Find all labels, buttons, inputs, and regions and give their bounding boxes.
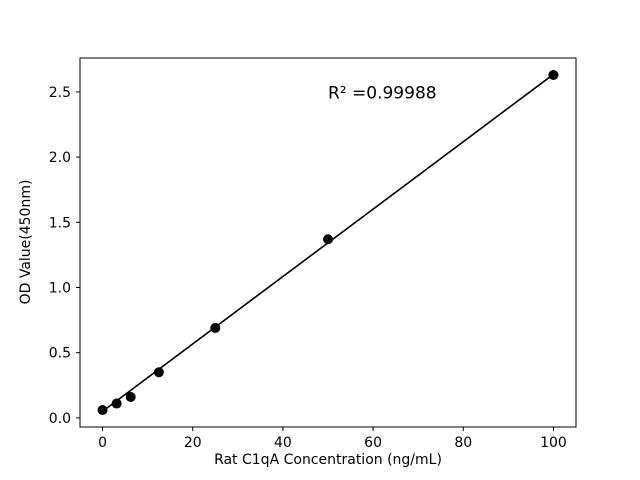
data-point [548,69,559,80]
y-tick-label: 1.0 [49,280,71,296]
y-tick-label: 2.5 [49,85,71,101]
y-axis-label: OD Value(450nm) [18,180,34,305]
x-tick-label: 100 [540,435,567,451]
data-point [125,392,136,403]
y-tick-label: 0.5 [49,346,71,362]
x-tick-label: 80 [454,435,472,451]
y-tick-label: 1.5 [49,215,71,231]
plot-border [79,57,577,428]
y-tick-label: 2.0 [49,150,71,166]
y-tick-label: 0.0 [49,411,71,427]
plot-area: 0 20 40 60 80 100 0.0 0.5 1.0 1.5 2.0 2.5 [49,57,577,451]
data-point [153,367,164,378]
x-tick-label: 40 [274,435,292,451]
data-point [210,322,221,333]
data-point [323,234,333,245]
x-axis-label: Rat C1qA Concentration (ng/mL) [214,452,442,468]
x-tick-label: 60 [364,435,382,451]
data-point [111,398,122,409]
data-point [97,405,108,416]
r-squared-annotation: R² =0.99988 [328,83,437,103]
x-tick-label: 0 [98,435,107,451]
x-tick-label: 20 [184,435,202,451]
